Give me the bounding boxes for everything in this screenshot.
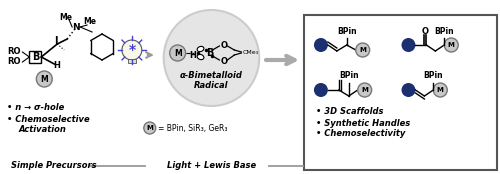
- Text: Radical: Radical: [194, 81, 228, 90]
- Bar: [30, 51, 42, 63]
- Bar: [304, 15, 497, 170]
- Circle shape: [314, 38, 328, 52]
- Circle shape: [122, 40, 142, 60]
- Text: H: H: [189, 52, 196, 61]
- Text: O: O: [220, 41, 228, 49]
- Text: M: M: [174, 49, 182, 57]
- Text: RO: RO: [8, 48, 21, 57]
- Text: = BPin, SiR₃, GeR₃: = BPin, SiR₃, GeR₃: [158, 124, 227, 132]
- Text: Me: Me: [60, 13, 72, 22]
- Circle shape: [170, 45, 186, 61]
- Text: M: M: [361, 87, 368, 93]
- Text: Simple Precursors: Simple Precursors: [12, 161, 97, 171]
- Circle shape: [402, 38, 415, 52]
- Circle shape: [314, 83, 328, 97]
- Text: B: B: [206, 48, 213, 58]
- Circle shape: [36, 71, 52, 87]
- Text: M: M: [448, 42, 454, 48]
- Text: Light + Lewis Base: Light + Lewis Base: [167, 161, 256, 171]
- Text: • Synthetic Handles: • Synthetic Handles: [316, 118, 410, 128]
- Text: M: M: [360, 47, 366, 53]
- Text: α-Bimetalloid: α-Bimetalloid: [180, 72, 243, 81]
- Circle shape: [434, 83, 448, 97]
- Text: Activation: Activation: [18, 125, 66, 135]
- Circle shape: [444, 38, 458, 52]
- Text: H: H: [53, 61, 60, 70]
- Circle shape: [356, 43, 370, 57]
- Text: N: N: [72, 22, 80, 31]
- Text: M: M: [437, 87, 444, 93]
- Text: BPin: BPin: [434, 26, 454, 35]
- Text: M: M: [146, 125, 153, 131]
- Text: • Chemoselective: • Chemoselective: [8, 114, 90, 124]
- Text: BPin: BPin: [424, 72, 443, 81]
- Circle shape: [358, 83, 372, 97]
- Text: M: M: [40, 74, 48, 84]
- Ellipse shape: [197, 54, 204, 60]
- Text: BPin: BPin: [337, 26, 356, 35]
- Text: O: O: [422, 26, 429, 35]
- Bar: [128, 59, 136, 63]
- Text: CMe₃: CMe₃: [242, 50, 258, 56]
- Text: *: *: [128, 43, 136, 57]
- Text: Me: Me: [84, 18, 96, 26]
- Text: O: O: [220, 57, 228, 65]
- Text: B: B: [32, 52, 39, 62]
- Text: • n → σ-hole: • n → σ-hole: [8, 104, 64, 113]
- Ellipse shape: [197, 46, 204, 52]
- Text: I: I: [54, 36, 58, 46]
- Text: RO: RO: [8, 57, 21, 66]
- Text: • 3D Scaffolds: • 3D Scaffolds: [316, 108, 384, 117]
- Text: BPin: BPin: [339, 72, 358, 81]
- Circle shape: [144, 122, 156, 134]
- Text: • Chemoselectivity: • Chemoselectivity: [316, 129, 406, 139]
- Circle shape: [402, 83, 415, 97]
- Circle shape: [164, 10, 259, 106]
